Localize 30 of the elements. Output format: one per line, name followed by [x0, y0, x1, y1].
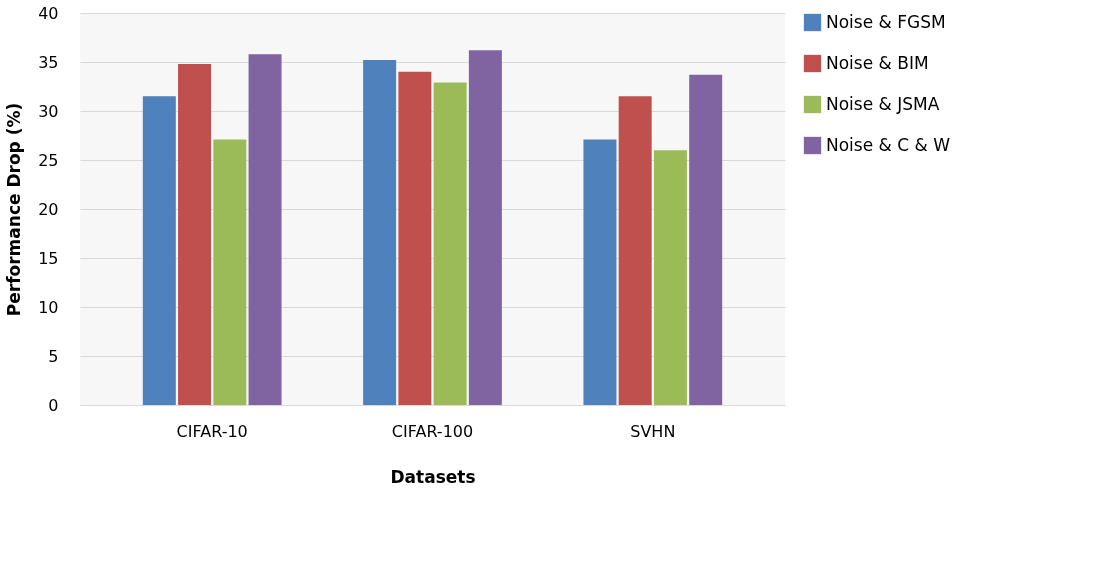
bar	[213, 139, 247, 405]
bar	[178, 63, 212, 405]
y-axis-title: Performance Drop (%)	[4, 102, 25, 317]
y-tick-label: 10	[38, 297, 59, 317]
bar	[468, 50, 502, 405]
y-tick-label: 35	[38, 52, 59, 72]
bar	[142, 96, 176, 405]
legend-label: Noise & JSMA	[826, 93, 940, 114]
y-tick-label: 20	[38, 199, 59, 219]
bar	[398, 71, 432, 405]
y-tick-label: 15	[38, 248, 59, 268]
x-axis-title: Datasets	[390, 466, 476, 487]
legend-label: Noise & BIM	[826, 52, 929, 73]
y-tick-label: 0	[48, 395, 59, 415]
legend-label: Noise & FGSM	[826, 11, 946, 32]
legend-label: Noise & C & W	[826, 134, 951, 155]
bar	[433, 82, 467, 405]
bar	[583, 139, 617, 405]
bar	[248, 54, 282, 405]
y-tick-label: 25	[38, 150, 59, 170]
bar	[363, 60, 397, 405]
y-tick-label: 5	[48, 346, 59, 366]
bar	[618, 96, 652, 405]
bar	[689, 74, 723, 405]
x-tick-label: SVHN	[630, 421, 676, 441]
y-tick-label: 30	[38, 101, 59, 121]
x-tick-label: CIFAR-10	[176, 421, 248, 441]
bar	[653, 150, 687, 405]
x-tick-label: CIFAR-100	[391, 421, 474, 441]
y-tick-label: 40	[38, 3, 59, 23]
